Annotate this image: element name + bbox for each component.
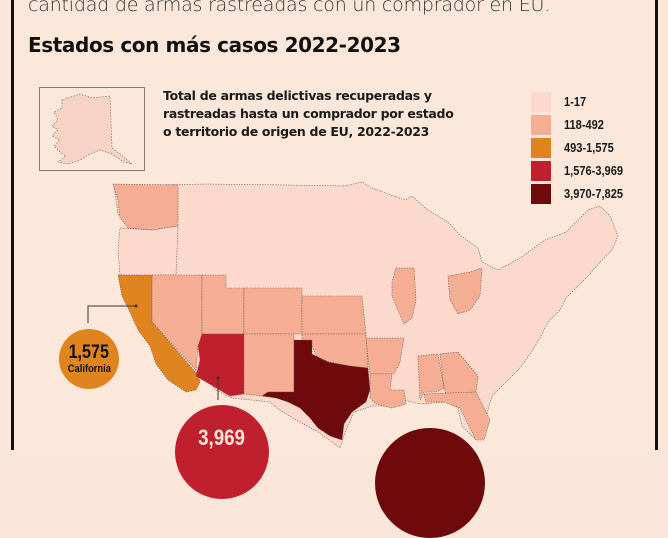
state-oregon [117,225,179,276]
california-marker [134,304,138,308]
callout-arizona: 3,969 [175,405,269,499]
state-arizona [195,333,245,397]
intro-text: cantidad de armas rastreadas con un comp… [28,0,551,16]
state-texas [261,339,371,441]
alaska-inset [39,87,145,171]
map-title: Total de armas delictivas recuperadas y … [163,87,454,141]
state-florida [423,391,491,441]
state-california [117,274,201,393]
state-arkansas [365,337,405,375]
callout-leaders [87,305,219,400]
state-kansas [301,295,367,335]
us-choropleth-map [87,181,619,449]
callout-state-name: California [67,363,111,375]
callout-california: 1,575 California [59,329,119,389]
state-colorado [243,287,303,335]
legend-label: 1-17 [564,94,587,109]
legend-swatch [531,160,551,181]
map-title-line-1: Total de armas delictivas recuperadas y [163,88,432,103]
state-ohio [447,267,483,315]
callout-texas [375,428,485,538]
arizona-marker [216,376,220,380]
legend-item: 493-1,575 [531,136,633,159]
alaska-shape [51,93,133,165]
state-alabama [417,353,445,401]
section-title: Estados con más casos 2022-2023 [28,33,401,57]
map-title-line-3: o territorio de origen de EU, 2022-2023 [163,124,430,139]
map-title-line-2: rastreadas hasta un comprador por estado [163,106,454,121]
state-illinois [391,267,417,325]
legend-swatch [531,137,551,158]
frame-left-border [11,0,14,450]
legend-label: 118-492 [564,117,604,132]
legend-label: 493-1,575 [564,140,614,155]
legend-label: 3,970-7,825 [564,186,623,201]
legend-swatch [531,183,551,204]
legend-item: 1,576-3,969 [531,159,633,182]
state-louisiana [369,373,407,409]
callout-value: 3,969 [198,425,246,450]
callout-value: 1,575 [68,342,110,363]
state-washington [112,183,179,231]
map-legend: 1-17 118-492 493-1,575 1,576-3,969 3,970… [531,90,633,205]
legend-swatch [531,91,551,112]
state-new-mexico [243,333,295,397]
legend-item: 1-17 [531,90,633,113]
legend-label: 1,576-3,969 [564,163,623,178]
legend-swatch [531,114,551,135]
frame-right-border [655,0,658,450]
legend-item: 118-492 [531,113,633,136]
legend-item: 3,970-7,825 [531,182,633,205]
